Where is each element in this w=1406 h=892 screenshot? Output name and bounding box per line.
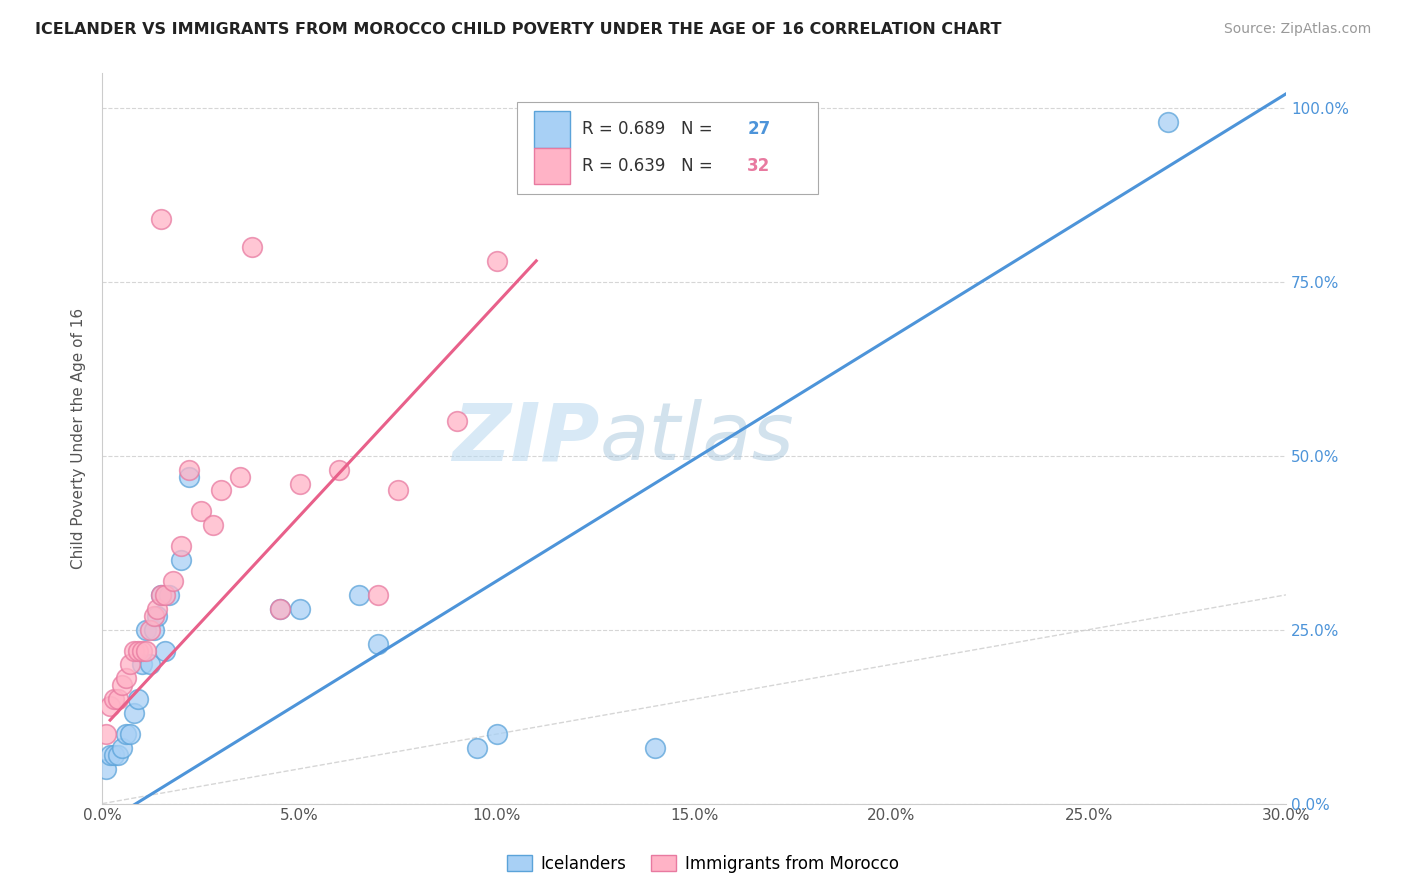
- Point: [146, 608, 169, 623]
- Point: [98, 747, 121, 762]
- Legend: Icelanders, Immigrants from Morocco: Icelanders, Immigrants from Morocco: [501, 848, 905, 880]
- Point: [644, 741, 666, 756]
- Point: [485, 253, 508, 268]
- Point: [1156, 114, 1178, 128]
- Point: [229, 469, 252, 483]
- Y-axis label: Child Poverty Under the Age of 16: Child Poverty Under the Age of 16: [72, 308, 86, 569]
- Point: [367, 588, 389, 602]
- Text: ICELANDER VS IMMIGRANTS FROM MOROCCO CHILD POVERTY UNDER THE AGE OF 16 CORRELATI: ICELANDER VS IMMIGRANTS FROM MOROCCO CHI…: [35, 22, 1001, 37]
- Point: [209, 483, 232, 498]
- Point: [347, 588, 370, 602]
- Point: [155, 588, 177, 602]
- Point: [150, 212, 173, 227]
- Point: [111, 741, 134, 756]
- FancyBboxPatch shape: [516, 103, 818, 194]
- Text: 32: 32: [748, 157, 770, 175]
- Point: [118, 727, 141, 741]
- Point: [135, 643, 157, 657]
- Point: [485, 727, 508, 741]
- Point: [190, 504, 212, 518]
- Point: [177, 462, 200, 476]
- Point: [150, 588, 173, 602]
- Point: [127, 643, 149, 657]
- Point: [162, 574, 184, 588]
- Text: ZIP: ZIP: [451, 400, 599, 477]
- Point: [96, 762, 118, 776]
- Point: [96, 727, 118, 741]
- Point: [115, 727, 138, 741]
- Point: [103, 747, 125, 762]
- Text: R = 0.639   N =: R = 0.639 N =: [582, 157, 717, 175]
- Point: [131, 643, 153, 657]
- Point: [107, 747, 129, 762]
- Point: [240, 240, 263, 254]
- Text: R = 0.689   N =: R = 0.689 N =: [582, 120, 717, 138]
- Point: [135, 623, 157, 637]
- Point: [446, 414, 468, 428]
- Point: [122, 706, 145, 721]
- Point: [142, 608, 165, 623]
- Point: [269, 601, 291, 615]
- Point: [367, 636, 389, 650]
- Point: [288, 601, 311, 615]
- Point: [122, 643, 145, 657]
- Bar: [534, 147, 569, 184]
- Point: [177, 469, 200, 483]
- Point: [387, 483, 409, 498]
- Text: Source: ZipAtlas.com: Source: ZipAtlas.com: [1223, 22, 1371, 37]
- Bar: [534, 111, 569, 147]
- Point: [288, 476, 311, 491]
- Point: [111, 678, 134, 692]
- Point: [115, 672, 138, 686]
- Point: [157, 588, 180, 602]
- Point: [103, 692, 125, 706]
- Point: [131, 657, 153, 672]
- Point: [98, 699, 121, 714]
- Point: [155, 643, 177, 657]
- Point: [127, 692, 149, 706]
- Text: 27: 27: [748, 120, 770, 138]
- Point: [118, 657, 141, 672]
- Point: [465, 741, 488, 756]
- Point: [170, 539, 193, 553]
- Point: [170, 553, 193, 567]
- Point: [138, 657, 160, 672]
- Point: [269, 601, 291, 615]
- Text: atlas: atlas: [599, 400, 794, 477]
- Point: [150, 588, 173, 602]
- Point: [146, 601, 169, 615]
- Point: [138, 623, 160, 637]
- Point: [328, 462, 350, 476]
- Point: [142, 623, 165, 637]
- Point: [107, 692, 129, 706]
- Point: [201, 518, 224, 533]
